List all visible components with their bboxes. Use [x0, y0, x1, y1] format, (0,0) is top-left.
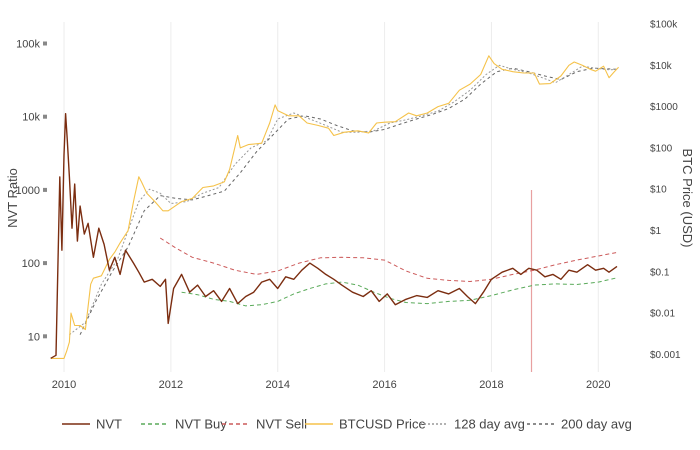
x-tick-label: 2014 [265, 379, 289, 391]
left-y-tick-label: 100 [22, 258, 40, 270]
x-tick-label: 2010 [52, 379, 76, 391]
right-y-tick-label: $1000 [650, 102, 678, 113]
left-y-axis-ticks: 10 100 1000 10k 100k [16, 39, 47, 343]
right-y-tick-label: $0.001 [650, 350, 681, 361]
left-y-tick-label: 100k [16, 39, 40, 51]
right-y-axis-title: BTC Price (USD) [680, 149, 695, 248]
series-line-nvt [50, 113, 618, 359]
legend-label: 200 day avg [561, 417, 632, 432]
x-tick-label: 2018 [479, 379, 503, 391]
x-tick-label: 2020 [586, 379, 610, 391]
right-y-tick-label: $100k [650, 20, 678, 31]
left-y-tick-label: 10 [28, 331, 40, 343]
left-y-tick-mark [43, 261, 47, 266]
right-y-axis-ticks: $0.001 $0.01 $0.1 $1 $10 $100 $1000 $10k $100k [650, 20, 681, 361]
legend-label: BTCUSD Price [339, 417, 426, 432]
right-y-tick-label: $100 [650, 143, 673, 154]
legend-label: NVT [96, 417, 122, 432]
series-line-nvt-buy [181, 277, 618, 307]
right-y-tick-label: $1 [650, 226, 662, 237]
left-y-tick-mark [43, 187, 47, 192]
left-y-tick-label: 10k [22, 112, 40, 124]
series-line-nvt-sell [159, 237, 618, 282]
x-tick-label: 2016 [372, 379, 396, 391]
right-y-tick-label: $0.01 [650, 309, 675, 320]
left-y-tick-mark [43, 334, 47, 339]
series-line-btcusd-price [50, 55, 619, 359]
left-y-axis-title: NVT Ratio [5, 168, 20, 228]
right-y-tick-label: $10 [650, 185, 667, 196]
right-y-tick-label: $10k [650, 61, 673, 72]
series-line-128-day-avg [69, 64, 619, 336]
left-y-tick-mark [43, 114, 47, 119]
right-y-tick-label: $0.1 [650, 267, 670, 278]
legend-label: NVT Sell [256, 417, 307, 432]
left-y-tick-mark [43, 41, 47, 46]
legend-label: NVT Buy [175, 417, 227, 432]
left-y-tick-label: 1000 [16, 185, 40, 197]
series-lines [50, 55, 619, 359]
legend-label: 128 day avg [454, 417, 525, 432]
x-tick-label: 2012 [159, 379, 183, 391]
series-line-200-day-avg [79, 67, 619, 335]
grid-lines [63, 22, 599, 372]
x-axis-ticks: 2010 2012 2014 2016 2018 2020 [52, 379, 611, 391]
legend: NVT NVT Buy NVT Sell BTCUSD Price 128 day av… [62, 417, 632, 432]
